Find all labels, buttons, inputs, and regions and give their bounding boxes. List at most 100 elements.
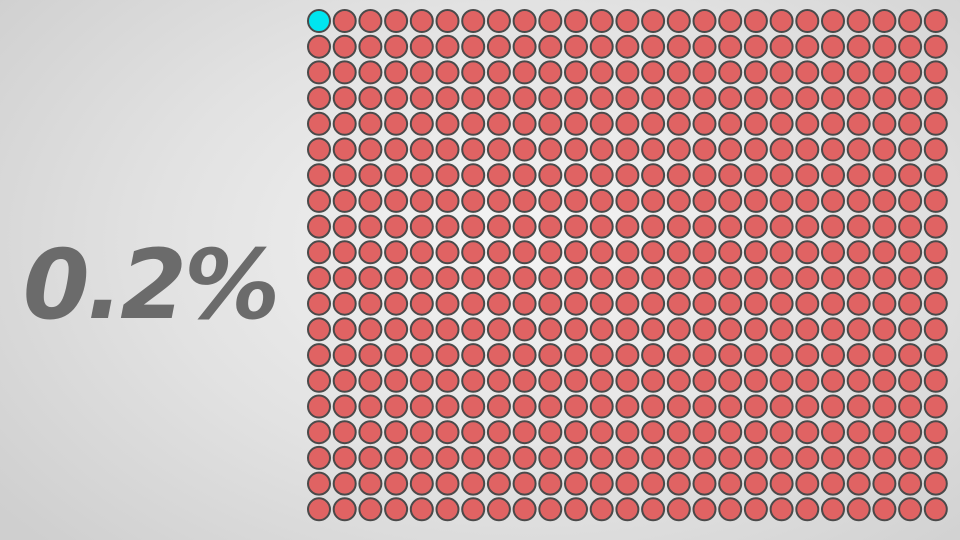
dot <box>821 471 845 496</box>
dot <box>486 163 511 188</box>
dot <box>512 420 537 445</box>
dot <box>589 394 614 419</box>
dot <box>307 214 331 239</box>
dot <box>589 266 614 290</box>
dot <box>872 86 897 111</box>
dot <box>435 291 460 316</box>
dot <box>769 86 794 111</box>
dot <box>718 111 743 136</box>
dot <box>384 343 409 368</box>
dot <box>615 163 640 188</box>
dot <box>461 34 486 59</box>
dot <box>486 86 511 111</box>
dot <box>332 188 357 213</box>
dot <box>435 34 460 59</box>
dot <box>872 471 897 496</box>
dot <box>769 317 794 342</box>
dot <box>666 34 691 59</box>
dot <box>666 60 691 85</box>
dot <box>743 137 768 162</box>
dot <box>666 240 691 265</box>
dot <box>332 214 357 239</box>
dot <box>538 343 563 368</box>
dot <box>795 420 820 445</box>
dot <box>615 240 640 265</box>
dot <box>795 188 820 213</box>
dot <box>409 137 434 162</box>
dot <box>358 86 383 111</box>
dot <box>795 291 820 316</box>
dot <box>589 34 614 59</box>
dot <box>795 163 820 188</box>
dot <box>821 343 845 368</box>
dot <box>486 368 511 393</box>
dot <box>564 9 588 33</box>
dot <box>384 445 409 470</box>
dot <box>923 9 948 33</box>
dot <box>898 86 923 111</box>
dot <box>743 86 768 111</box>
dot <box>409 188 434 213</box>
dot <box>923 188 948 213</box>
dot <box>743 291 768 316</box>
dot <box>307 343 331 368</box>
dot <box>332 266 357 290</box>
dot <box>307 111 331 136</box>
dot <box>795 137 820 162</box>
dot <box>872 60 897 85</box>
dot <box>409 111 434 136</box>
dot <box>409 420 434 445</box>
dot <box>615 368 640 393</box>
dot <box>641 343 666 368</box>
dot <box>512 497 537 522</box>
dot <box>435 111 460 136</box>
dot <box>512 111 537 136</box>
dot <box>538 60 563 85</box>
dot <box>538 445 563 470</box>
dot <box>615 394 640 419</box>
dot <box>872 420 897 445</box>
dot <box>358 163 383 188</box>
dot <box>486 111 511 136</box>
dot <box>358 137 383 162</box>
dot <box>898 291 923 316</box>
dot <box>846 240 871 265</box>
dot <box>332 111 357 136</box>
dot <box>795 86 820 111</box>
dot <box>923 60 948 85</box>
dot <box>718 86 743 111</box>
dot <box>589 240 614 265</box>
dot <box>332 9 357 33</box>
dot <box>461 471 486 496</box>
dot <box>846 291 871 316</box>
dot <box>358 188 383 213</box>
dot <box>358 9 383 33</box>
dot <box>538 266 563 290</box>
dot <box>666 317 691 342</box>
dot <box>486 214 511 239</box>
dot <box>307 368 331 393</box>
dot <box>795 368 820 393</box>
dot <box>846 368 871 393</box>
dot <box>615 137 640 162</box>
dot <box>512 317 537 342</box>
dot <box>486 445 511 470</box>
dot <box>923 34 948 59</box>
dot <box>846 497 871 522</box>
dot <box>923 163 948 188</box>
dot <box>564 266 588 290</box>
dot <box>692 497 717 522</box>
dot <box>666 86 691 111</box>
dot <box>564 111 588 136</box>
dot <box>692 291 717 316</box>
dot <box>872 317 897 342</box>
dot <box>538 317 563 342</box>
dot <box>409 343 434 368</box>
dot <box>666 266 691 290</box>
dot <box>821 214 845 239</box>
dot <box>666 343 691 368</box>
dot <box>692 368 717 393</box>
dot <box>615 34 640 59</box>
dot <box>332 420 357 445</box>
